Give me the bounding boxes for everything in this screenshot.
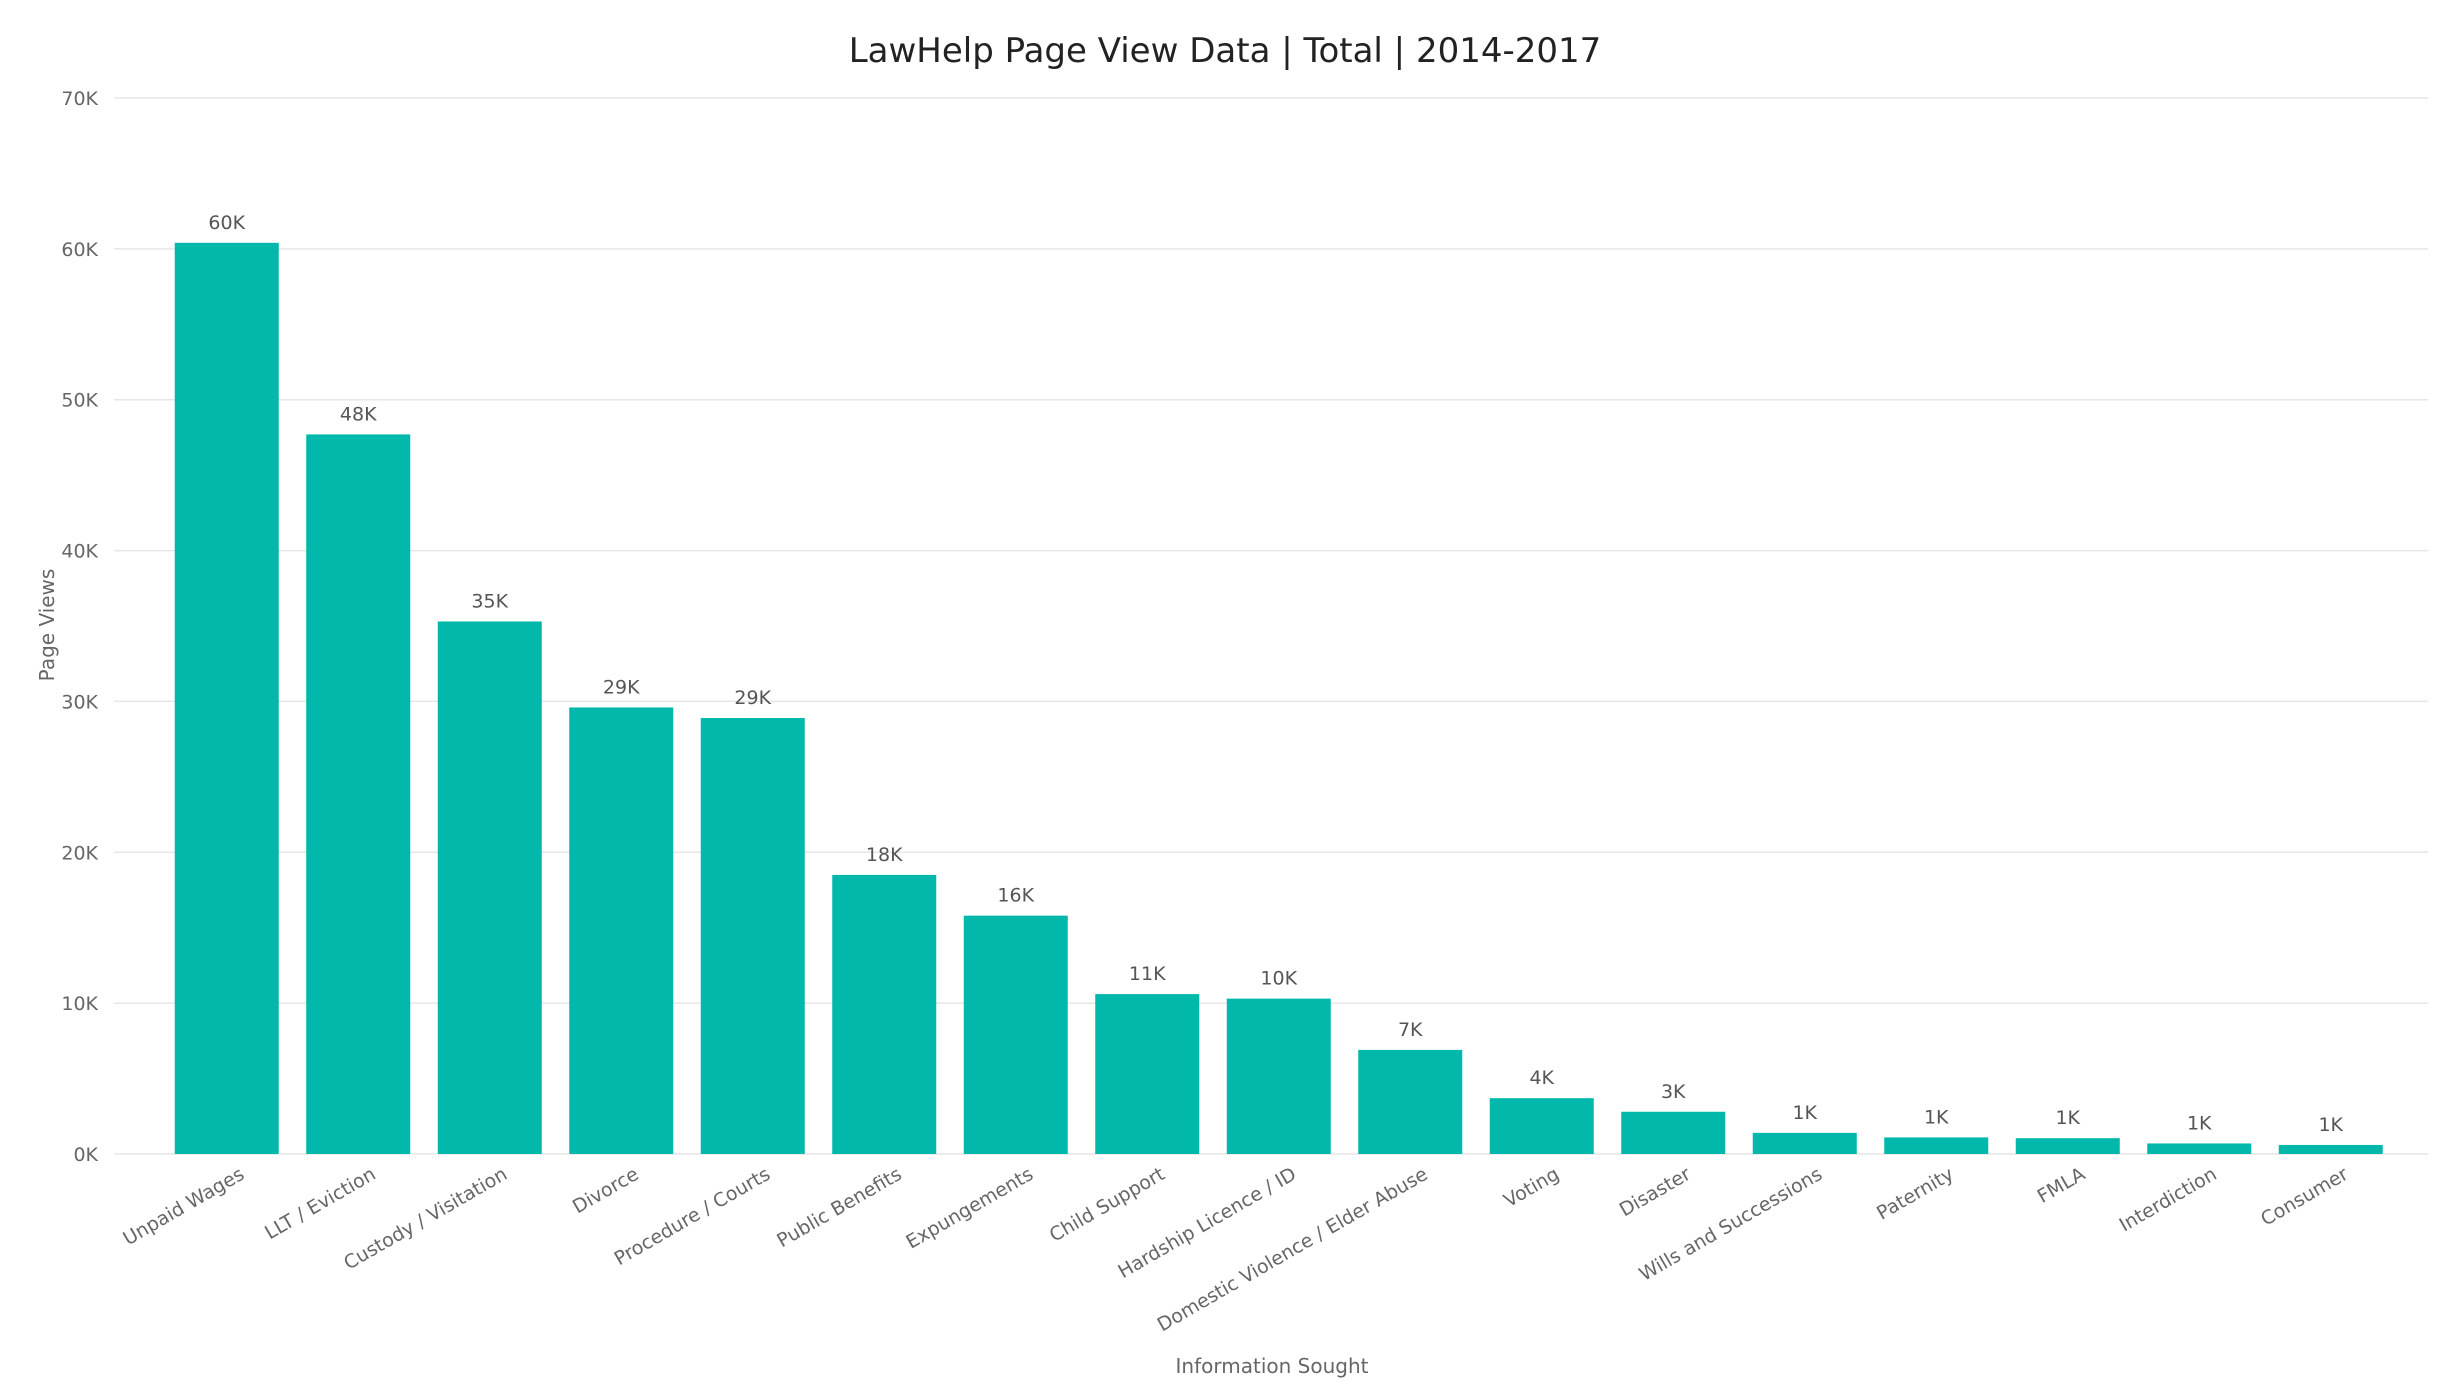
y-tick-label: 70K (61, 88, 98, 110)
bar-value-label: 29K (603, 676, 640, 698)
bar (963, 915, 1068, 1154)
bar (437, 621, 542, 1154)
bar-value-label: 29K (734, 687, 771, 709)
x-category-label: Paternity (1873, 1163, 1958, 1224)
bar (2015, 1138, 2120, 1154)
bar (1752, 1132, 1857, 1154)
bar (1095, 994, 1200, 1154)
x-category-label: Disaster (1616, 1163, 1695, 1221)
bar-value-label: 10K (1260, 968, 1297, 990)
bar-value-label: 48K (340, 403, 377, 425)
bar-value-label: 16K (997, 885, 1034, 907)
y-tick-label: 30K (61, 691, 98, 713)
y-tick-label: 0K (73, 1144, 98, 1166)
bar-value-label: 1K (2187, 1112, 2212, 1134)
y-tick-label: 10K (61, 993, 98, 1015)
data-labels: 60K 48K 35K 29K 29K 18K 16K 11K 10K 7K 4K 3K 1K 1K 1K 1… (208, 212, 2343, 1136)
bar-value-label: 60K (208, 212, 245, 234)
bar (700, 718, 805, 1154)
y-tick-label: 40K (61, 541, 98, 563)
x-category-label: FMLA (2034, 1163, 2089, 1208)
x-category-label: LLT / Eviction (261, 1163, 379, 1244)
x-axis-title: Information Sought (1176, 1354, 1369, 1378)
x-category-label: Public Benefits (773, 1163, 905, 1252)
bar (306, 434, 411, 1154)
bar (1621, 1111, 1726, 1154)
bar-value-label: 11K (1129, 963, 1166, 985)
x-category-label: Domestic Violence / Elder Abuse (1154, 1163, 1432, 1336)
bar-value-label: 18K (866, 844, 903, 866)
bar-value-label: 3K (1661, 1081, 1686, 1103)
chart-title: LawHelp Page View Data | Total | 2014-20… (849, 31, 1602, 71)
y-tick-label: 50K (61, 390, 98, 412)
bar-value-label: 1K (2055, 1107, 2080, 1129)
x-category-label: Divorce (569, 1163, 643, 1218)
bar (1358, 1049, 1463, 1154)
y-axis-title: Page Views (35, 569, 59, 682)
bars (174, 242, 2383, 1154)
x-category-label: Child Support (1046, 1163, 1169, 1247)
y-tick-label: 60K (61, 239, 98, 261)
x-category-label: Consumer (2257, 1163, 2352, 1231)
bar (1226, 998, 1331, 1154)
bar (832, 874, 937, 1154)
x-category-label: Interdiction (2116, 1163, 2221, 1236)
bar (1884, 1137, 1989, 1154)
x-category-label: Unpaid Wages (119, 1163, 248, 1250)
bar-value-label: 7K (1398, 1019, 1423, 1041)
y-tick-label: 20K (61, 842, 98, 864)
bar-value-label: 1K (2318, 1114, 2343, 1136)
x-category-label: Voting (1500, 1163, 1563, 1212)
bar-value-label: 35K (471, 590, 508, 612)
bar (569, 707, 674, 1154)
bar-value-label: 4K (1529, 1067, 1554, 1089)
bar (1489, 1098, 1594, 1154)
bar-value-label: 1K (1924, 1106, 1949, 1128)
bar (2278, 1144, 2383, 1154)
bar (174, 242, 279, 1154)
x-category-label: Expungements (902, 1163, 1037, 1253)
y-axis-ticks: 0K 10K 20K 30K 40K 50K 60K 70K (61, 88, 98, 1166)
bar (2147, 1143, 2252, 1154)
bar-value-label: 1K (1792, 1102, 1817, 1124)
